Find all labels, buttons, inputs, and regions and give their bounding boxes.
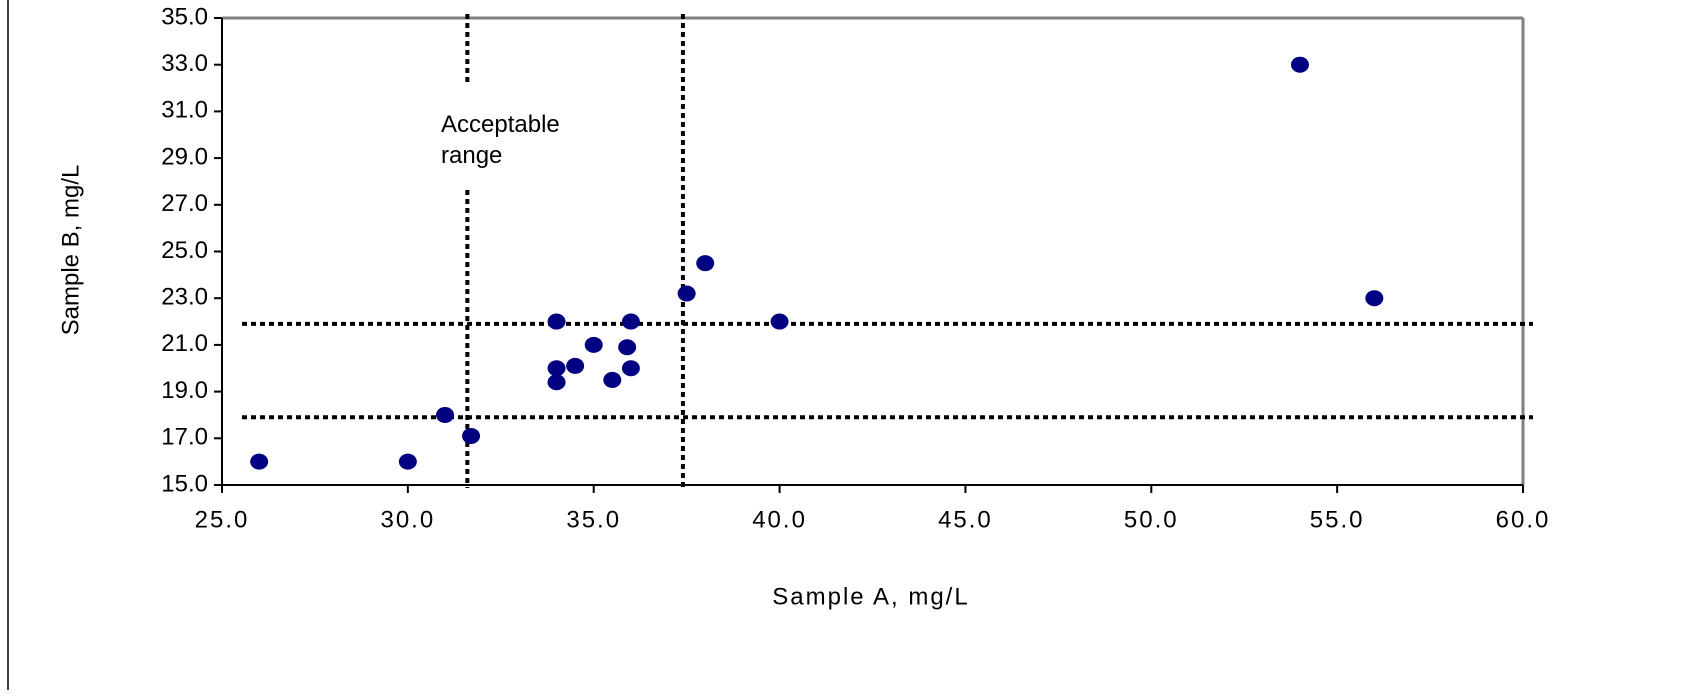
x-tick-label: 25.0 <box>195 506 250 533</box>
y-tick-label: 27.0 <box>161 190 208 217</box>
point <box>547 374 566 391</box>
point <box>547 360 566 377</box>
annotation: Acceptable range <box>441 111 560 169</box>
y-tick-label: 31.0 <box>161 97 208 124</box>
y-tick-label: 25.0 <box>161 237 208 264</box>
point <box>462 427 481 444</box>
y-tick-label: 17.0 <box>161 424 208 451</box>
point <box>436 406 455 423</box>
x-tick-label: 35.0 <box>566 506 621 533</box>
x-tick-label: 40.0 <box>752 506 807 533</box>
y-tick-label: 23.0 <box>161 284 208 311</box>
point <box>677 285 696 302</box>
y-tick-label: 29.0 <box>161 143 208 170</box>
point <box>696 255 715 272</box>
x-axis-title: Sample A, mg/L <box>772 583 969 610</box>
y-tick-label: 35.0 <box>161 3 208 30</box>
point <box>250 453 269 470</box>
x-tick-label: 60.0 <box>1496 506 1551 533</box>
point <box>621 360 640 377</box>
point <box>584 336 603 353</box>
point <box>621 313 640 330</box>
point <box>603 371 622 388</box>
point <box>618 339 637 356</box>
y-tick-label: 19.0 <box>161 377 208 404</box>
x-tick-label: 50.0 <box>1124 506 1179 533</box>
point <box>398 453 417 470</box>
point <box>566 357 585 374</box>
x-tick-label: 30.0 <box>380 506 435 533</box>
point <box>1365 290 1384 307</box>
y-axis-title: Sample B, mg/L <box>57 165 84 336</box>
y-tick-label: 21.0 <box>161 330 208 357</box>
y-tick-label: 33.0 <box>161 50 208 77</box>
x-tick-label: 55.0 <box>1310 506 1365 533</box>
point <box>770 313 789 330</box>
y-tick-label: 15.0 <box>161 470 208 497</box>
point <box>547 313 566 330</box>
point <box>1290 56 1309 73</box>
x-tick-label: 45.0 <box>938 506 993 533</box>
